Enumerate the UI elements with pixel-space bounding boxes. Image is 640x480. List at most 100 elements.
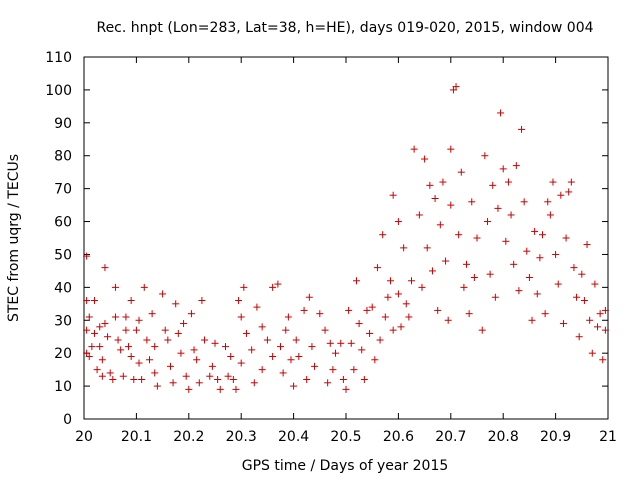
data-point [242,329,250,337]
data-point [418,283,426,291]
data-point [468,198,476,206]
data-point [250,379,258,387]
data-point [586,316,594,324]
y-tick-label: 30 [54,313,72,329]
data-point [206,372,214,380]
data-point [559,320,567,328]
data-point [224,372,232,380]
data-point [594,323,602,331]
data-point [339,376,347,384]
data-point [523,247,531,255]
data-point [352,277,360,285]
data-point [580,297,588,305]
x-axis: 20 20.1 20.2 20.3 20.4 20.5 20.6 20.7 20.8 20.9 21 [75,57,617,445]
data-point [90,329,98,337]
data-point [169,379,177,387]
data-point [541,310,549,318]
data-point [83,326,91,334]
data-point [279,369,287,377]
data-point [177,349,185,357]
data-point [101,264,109,272]
data-point [232,385,240,393]
y-tick-label: 100 [45,83,72,99]
data-point [187,310,195,318]
data-point [397,323,405,331]
data-point [434,306,442,314]
data-point [182,372,190,380]
data-point [96,343,104,351]
data-point [159,290,167,298]
data-point [567,178,575,186]
plot-border [83,56,609,420]
data-point [146,356,153,364]
data-point [447,145,455,153]
data-point [355,320,363,328]
data-point [269,283,277,291]
data-point [274,280,282,288]
data-point [85,352,93,360]
data-point [373,264,381,272]
data-point [300,306,308,314]
data-point [402,300,410,308]
data-point [117,346,125,354]
data-point [235,297,243,305]
data-point [308,343,316,351]
x-tick-label: 21 [599,429,617,445]
data-point [575,333,583,341]
data-point [258,323,266,331]
data-point [229,376,237,384]
data-point [518,125,526,133]
data-point [109,376,117,384]
data-point [520,198,528,206]
data-point [394,218,402,226]
data-point [329,366,337,374]
data-point [376,336,384,344]
data-point [358,346,366,354]
data-point [282,326,290,334]
data-point [463,260,471,268]
data-point [122,313,130,321]
y-axis: 0 10 20 30 40 50 60 70 80 90 100 110 [45,50,608,428]
y-tick-label: 40 [54,280,72,296]
data-point [499,165,507,173]
data-point [174,329,182,337]
data-point [528,316,536,324]
data-point [350,366,358,374]
data-point [305,293,313,301]
x-tick-label: 20.3 [226,429,257,445]
data-point [127,297,135,305]
x-axis-label: GPS time / Days of year 2015 [242,458,449,474]
data-point [345,306,353,314]
data-point [591,280,599,288]
data-point [237,313,245,321]
data-point [214,376,222,384]
data-point [135,359,143,367]
data-point [98,356,106,364]
data-point [326,339,334,347]
data-point [295,352,303,360]
data-point [193,356,201,364]
data-point [366,329,374,337]
data-point [544,198,552,206]
data-point [533,290,541,298]
data-point [447,201,455,209]
data-point [208,362,216,370]
data-point [88,343,96,351]
data-point [552,250,560,258]
x-tick-label: 20.8 [488,429,519,445]
y-tick-label: 60 [54,215,72,231]
data-point [460,283,468,291]
data-point [400,244,408,252]
data-point [185,385,193,393]
x-tick-label: 20 [75,429,93,445]
data-point [478,326,486,334]
plot-area [83,56,609,420]
data-point [324,379,332,387]
data-point [201,336,209,344]
data-point [421,155,429,163]
data-point [240,283,248,291]
data-point [394,290,402,298]
data-point [111,283,119,291]
data-point [510,260,518,268]
